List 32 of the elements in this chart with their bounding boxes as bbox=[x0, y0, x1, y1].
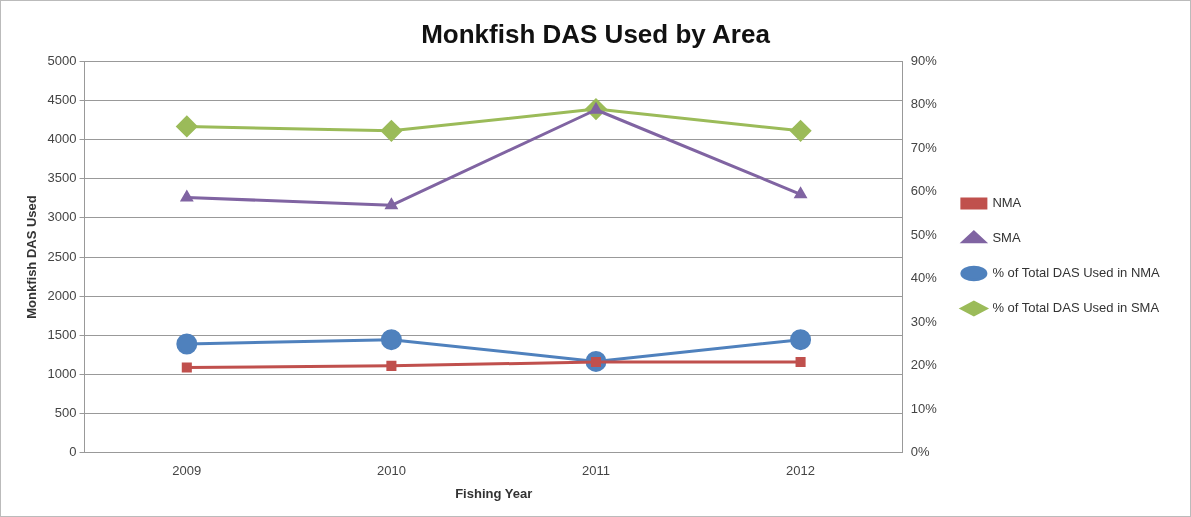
y2-tick-label: 60% bbox=[910, 183, 938, 199]
x-tick-label: 2009 bbox=[172, 463, 202, 479]
y-tick-label: 5000 bbox=[47, 52, 77, 68]
y-tick-label: 3000 bbox=[47, 209, 77, 225]
y2-tick-label: 70% bbox=[910, 139, 938, 155]
y2-tick-label: 20% bbox=[910, 357, 938, 373]
legend-label: NMA bbox=[992, 195, 1022, 211]
y-tick-label: 2000 bbox=[47, 287, 77, 303]
y2-tick-label: 90% bbox=[910, 52, 938, 68]
y-tick-label: 4500 bbox=[47, 91, 77, 107]
y-tick-label: 4000 bbox=[47, 131, 77, 147]
y-tick-label: 3500 bbox=[47, 170, 77, 186]
x-tick-label: 2011 bbox=[582, 463, 610, 479]
y-tick-label: 1500 bbox=[47, 326, 77, 342]
y-tick-label: 0 bbox=[69, 444, 77, 460]
y2-tick-label: 0% bbox=[910, 444, 931, 460]
x-tick-label: 2012 bbox=[786, 463, 816, 479]
y2-tick-label: 30% bbox=[910, 313, 938, 329]
y-tick-label: 2500 bbox=[47, 248, 77, 264]
chart-title: Monkfish DAS Used by Area bbox=[421, 18, 771, 49]
x-axis-title: Fishing Year bbox=[455, 485, 533, 501]
legend-label: % of Total DAS Used in NMA bbox=[992, 265, 1161, 281]
y-axis-title: Monkfish DAS Used bbox=[24, 195, 40, 319]
y-tick-label: 1000 bbox=[47, 366, 77, 382]
y2-tick-label: 50% bbox=[910, 226, 938, 242]
y-tick-label: 500 bbox=[54, 405, 77, 421]
x-tick-label: 2010 bbox=[376, 463, 406, 479]
legend-label: SMA bbox=[992, 230, 1021, 246]
y2-tick-label: 10% bbox=[910, 400, 938, 416]
legend-label: % of Total DAS Used in SMA bbox=[992, 300, 1160, 316]
y2-tick-label: 40% bbox=[910, 270, 938, 286]
y2-tick-label: 80% bbox=[910, 96, 938, 112]
